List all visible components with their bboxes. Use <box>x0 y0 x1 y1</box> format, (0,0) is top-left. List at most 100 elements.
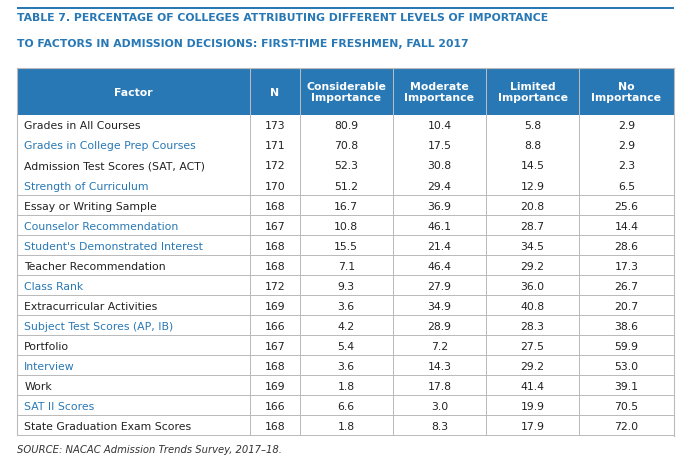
Text: Extracurricular Activities: Extracurricular Activities <box>24 301 158 311</box>
Text: 10.8: 10.8 <box>334 221 358 231</box>
Text: 7.2: 7.2 <box>430 341 448 351</box>
Text: Limited
Importance: Limited Importance <box>498 81 567 103</box>
Text: 171: 171 <box>265 141 285 151</box>
Text: 51.2: 51.2 <box>334 181 358 191</box>
Text: 36.0: 36.0 <box>520 281 545 291</box>
Text: 172: 172 <box>265 161 285 171</box>
Text: 80.9: 80.9 <box>334 121 358 131</box>
Text: 41.4: 41.4 <box>520 381 545 391</box>
Text: 3.0: 3.0 <box>430 401 448 411</box>
Text: 4.2: 4.2 <box>338 321 354 331</box>
Text: Grades in College Prep Courses: Grades in College Prep Courses <box>24 141 196 151</box>
Text: TABLE 7. PERCENTAGE OF COLLEGES ATTRIBUTING DIFFERENT LEVELS OF IMPORTANCE: TABLE 7. PERCENTAGE OF COLLEGES ATTRIBUT… <box>17 13 549 23</box>
Text: Portfolio: Portfolio <box>24 341 69 351</box>
Text: 5.8: 5.8 <box>524 121 541 131</box>
Text: 173: 173 <box>265 121 285 131</box>
Text: 8.8: 8.8 <box>524 141 541 151</box>
Text: Subject Test Scores (AP, IB): Subject Test Scores (AP, IB) <box>24 321 173 331</box>
Text: Work: Work <box>24 381 52 391</box>
Text: Factor: Factor <box>115 88 153 97</box>
Text: Strength of Curriculum: Strength of Curriculum <box>24 181 149 191</box>
Text: 27.5: 27.5 <box>520 341 545 351</box>
Text: TO FACTORS IN ADMISSION DECISIONS: FIRST-TIME FRESHMEN, FALL 2017: TO FACTORS IN ADMISSION DECISIONS: FIRST… <box>17 39 469 49</box>
Text: 3.6: 3.6 <box>338 361 354 371</box>
Text: 72.0: 72.0 <box>614 421 638 431</box>
Text: 1.8: 1.8 <box>338 381 354 391</box>
Text: 168: 168 <box>265 361 285 371</box>
Text: 17.3: 17.3 <box>614 261 638 271</box>
Text: No
Importance: No Importance <box>591 81 661 103</box>
Text: 34.9: 34.9 <box>427 301 451 311</box>
Text: 166: 166 <box>265 401 285 411</box>
Text: 2.9: 2.9 <box>618 121 635 131</box>
Text: 3.6: 3.6 <box>338 301 354 311</box>
Text: 15.5: 15.5 <box>334 241 358 251</box>
Text: 25.6: 25.6 <box>614 201 638 211</box>
Text: 28.9: 28.9 <box>427 321 451 331</box>
Text: State Graduation Exam Scores: State Graduation Exam Scores <box>24 421 191 431</box>
Text: 40.8: 40.8 <box>520 301 545 311</box>
Text: 16.7: 16.7 <box>334 201 358 211</box>
Text: 167: 167 <box>265 341 285 351</box>
Text: 46.1: 46.1 <box>427 221 451 231</box>
Text: 28.7: 28.7 <box>520 221 545 231</box>
Text: 17.5: 17.5 <box>427 141 451 151</box>
Text: 166: 166 <box>265 321 285 331</box>
Text: 8.3: 8.3 <box>430 421 448 431</box>
Text: 20.8: 20.8 <box>520 201 545 211</box>
Text: SAT II Scores: SAT II Scores <box>24 401 95 411</box>
Text: 39.1: 39.1 <box>614 381 638 391</box>
Text: 5.4: 5.4 <box>338 341 354 351</box>
Text: Interview: Interview <box>24 361 75 371</box>
Text: 17.9: 17.9 <box>520 421 545 431</box>
Text: 2.9: 2.9 <box>618 141 635 151</box>
Text: 52.3: 52.3 <box>334 161 358 171</box>
Text: 7.1: 7.1 <box>338 261 354 271</box>
Text: Grades in All Courses: Grades in All Courses <box>24 121 141 131</box>
Text: 59.9: 59.9 <box>614 341 638 351</box>
Text: 14.3: 14.3 <box>427 361 451 371</box>
Text: 21.4: 21.4 <box>427 241 451 251</box>
Text: 170: 170 <box>265 181 285 191</box>
Text: Class Rank: Class Rank <box>24 281 84 291</box>
Text: 10.4: 10.4 <box>427 121 451 131</box>
Text: 6.5: 6.5 <box>618 181 635 191</box>
Text: 167: 167 <box>265 221 285 231</box>
Text: Teacher Recommendation: Teacher Recommendation <box>24 261 166 271</box>
Text: N: N <box>270 88 279 97</box>
Text: 168: 168 <box>265 421 285 431</box>
Text: Counselor Recommendation: Counselor Recommendation <box>24 221 178 231</box>
Text: 29.2: 29.2 <box>520 261 545 271</box>
Text: Admission Test Scores (SAT, ACT): Admission Test Scores (SAT, ACT) <box>24 161 205 171</box>
Text: 70.5: 70.5 <box>614 401 638 411</box>
Text: 27.9: 27.9 <box>427 281 451 291</box>
Text: 6.6: 6.6 <box>338 401 354 411</box>
Text: 46.4: 46.4 <box>427 261 451 271</box>
Text: 29.4: 29.4 <box>427 181 451 191</box>
Text: 12.9: 12.9 <box>520 181 545 191</box>
Text: 26.7: 26.7 <box>614 281 638 291</box>
Text: 172: 172 <box>265 281 285 291</box>
Text: 30.8: 30.8 <box>427 161 451 171</box>
Text: 169: 169 <box>265 381 285 391</box>
Text: 2.3: 2.3 <box>618 161 635 171</box>
Text: 70.8: 70.8 <box>334 141 358 151</box>
Text: 34.5: 34.5 <box>520 241 545 251</box>
Text: Considerable
Importance: Considerable Importance <box>306 81 386 103</box>
Text: 14.4: 14.4 <box>614 221 638 231</box>
Text: 29.2: 29.2 <box>520 361 545 371</box>
Text: 169: 169 <box>265 301 285 311</box>
Text: 36.9: 36.9 <box>427 201 451 211</box>
Text: 14.5: 14.5 <box>520 161 545 171</box>
Text: 168: 168 <box>265 241 285 251</box>
Text: 53.0: 53.0 <box>614 361 638 371</box>
Text: 38.6: 38.6 <box>614 321 638 331</box>
Text: 168: 168 <box>265 261 285 271</box>
Text: Moderate
Importance: Moderate Importance <box>404 81 475 103</box>
Text: Essay or Writing Sample: Essay or Writing Sample <box>24 201 157 211</box>
Text: 168: 168 <box>265 201 285 211</box>
Text: 20.7: 20.7 <box>614 301 638 311</box>
Text: 1.8: 1.8 <box>338 421 354 431</box>
Text: Student's Demonstrated Interest: Student's Demonstrated Interest <box>24 241 203 251</box>
Text: 17.8: 17.8 <box>427 381 451 391</box>
